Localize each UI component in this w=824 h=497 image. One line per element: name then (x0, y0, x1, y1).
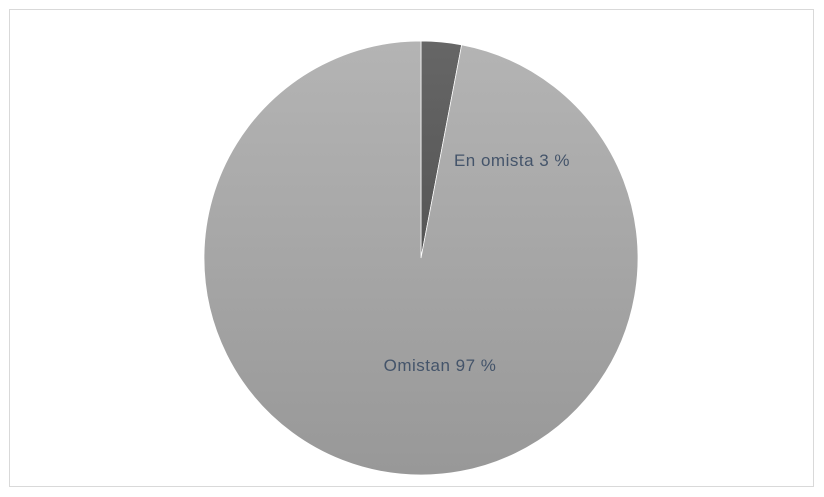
pie-slice-omistan (203, 40, 639, 476)
slice-label-omistan: Omistan 97 % (384, 356, 497, 375)
slice-label-en-omista: En omista 3 % (454, 151, 570, 170)
